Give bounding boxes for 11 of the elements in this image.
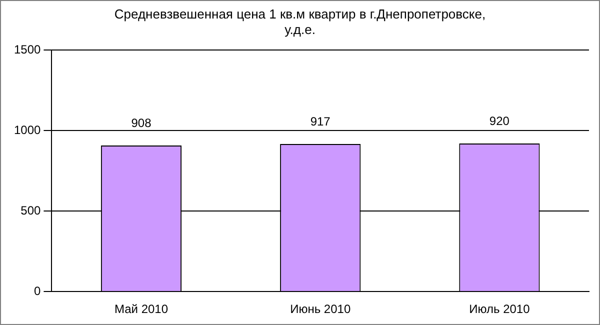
x-tick-label: Май 2010 bbox=[114, 302, 168, 316]
y-tick-label: 1500 bbox=[14, 42, 42, 57]
x-tick-label: Июль 2010 bbox=[469, 302, 530, 316]
y-tick-label: 1000 bbox=[14, 122, 42, 137]
y-tick-label: 500 bbox=[20, 203, 42, 218]
data-label: 908 bbox=[131, 116, 152, 130]
y-tick-label: 0 bbox=[34, 284, 42, 298]
chart-title: Средневзвешенная цена 1 кв.м квартир в г.Днепропетровске, у.д.е. bbox=[114, 6, 486, 37]
x-tick-label: Июнь 2010 bbox=[290, 302, 351, 316]
data-label: 920 bbox=[489, 114, 510, 128]
data-label: 917 bbox=[310, 114, 331, 128]
